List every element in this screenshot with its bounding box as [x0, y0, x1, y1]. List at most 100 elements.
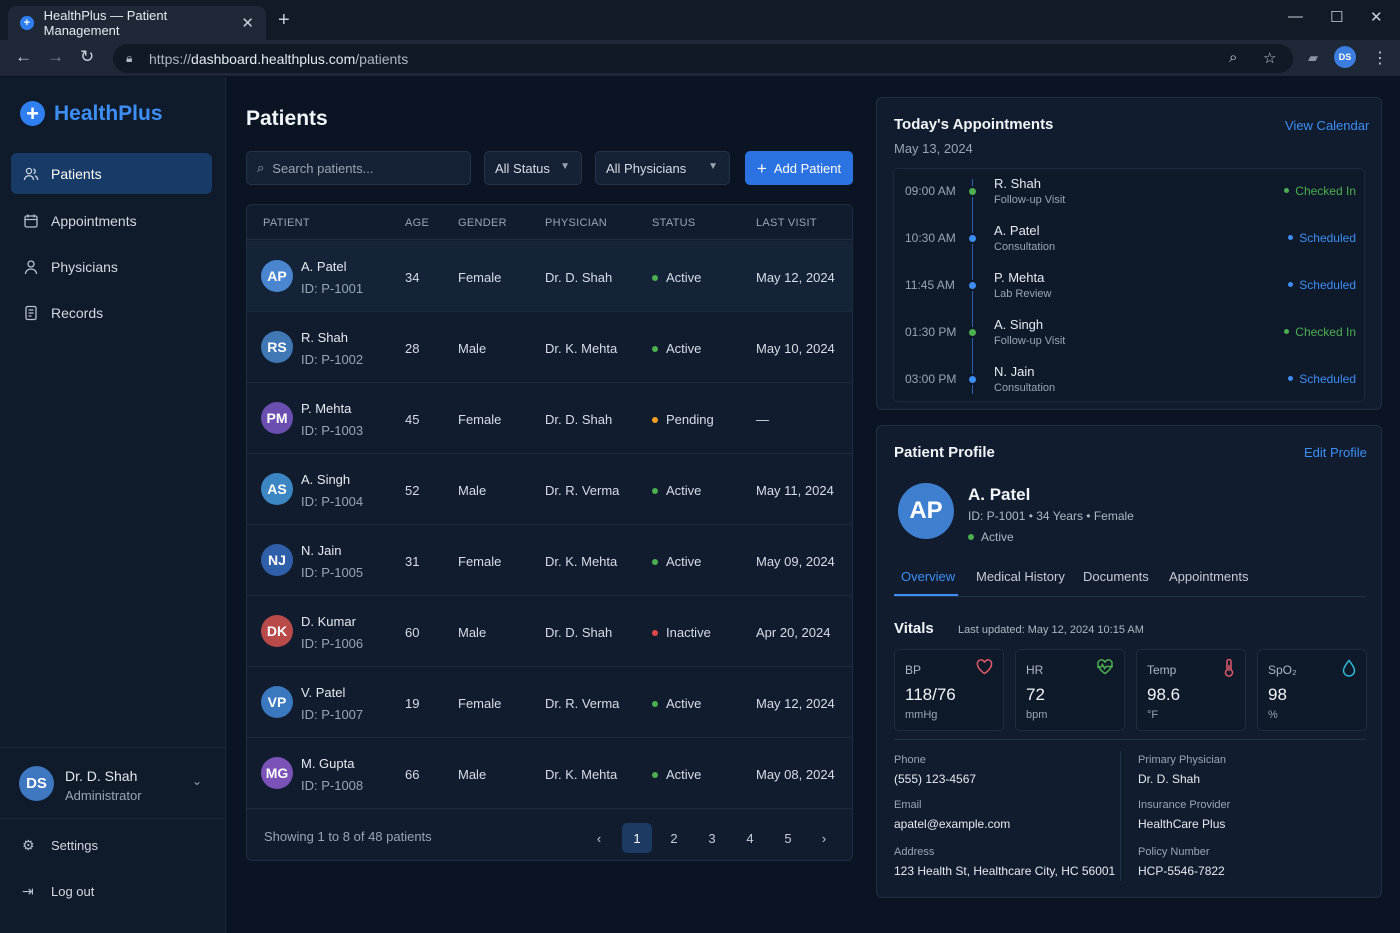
document-icon: [23, 305, 39, 321]
chevron-down-icon[interactable]: ⌄: [192, 774, 203, 788]
close-window-icon[interactable]: ✕: [1370, 9, 1383, 26]
table-row[interactable]: AP A. Patel ID: P-1001 34 Female Dr. D. Shah A…: [247, 241, 852, 312]
zoom-icon[interactable]: ⌕: [1229, 49, 1238, 66]
column-header[interactable]: PATIENT: [263, 217, 310, 229]
divider: [1120, 751, 1121, 881]
browser-tab[interactable]: + HealthPlus — Patient Management ✕: [8, 6, 266, 40]
tab-overview[interactable]: Overview: [901, 569, 956, 584]
status-badge: Scheduled: [1288, 372, 1356, 386]
table-footer: Showing 1 to 8 of 48 patients ‹ 1 2 3 4 …: [247, 809, 852, 860]
table-row[interactable]: NJ N. Jain ID: P-1005 31 Female Dr. K. Mehta A…: [247, 525, 852, 596]
table-row[interactable]: MG M. Gupta ID: P-1008 66 Male Dr. K. Mehta Ac…: [247, 738, 852, 809]
status-badge: Active: [652, 696, 701, 711]
status-dot: [968, 533, 974, 540]
user-menu[interactable]: DS Dr. D. Shah Administrator ⌄: [0, 747, 226, 819]
page-5-button[interactable]: 5: [784, 830, 792, 846]
patient-name: V. Patel: [301, 685, 346, 700]
status-text: Inactive: [666, 625, 711, 640]
appointments-card: Today's Appointments View Calendar May 1…: [876, 97, 1382, 410]
user-role: Administrator: [65, 788, 142, 803]
page-4-button[interactable]: 4: [746, 830, 754, 846]
search-placeholder: Search patients...: [272, 160, 374, 176]
page-3-button[interactable]: 3: [708, 830, 716, 846]
field-label: Primary Physician: [1138, 754, 1227, 766]
appointment-item[interactable]: 01:30 PM A. Singh Follow-up Visit Checked I…: [894, 310, 1364, 357]
column-header[interactable]: STATUS: [652, 217, 696, 229]
profile-status-text: Active: [981, 530, 1014, 544]
tab-medical-history[interactable]: Medical History: [976, 569, 1065, 584]
brand-logo[interactable]: + HealthPlus: [20, 101, 163, 126]
column-header[interactable]: AGE: [405, 217, 430, 229]
vital-unit: °F: [1147, 709, 1159, 721]
column-header[interactable]: GENDER: [458, 217, 507, 229]
prev-page-icon[interactable]: ‹: [596, 830, 602, 846]
close-tab-icon[interactable]: ✕: [241, 15, 254, 32]
url-scheme: https://: [149, 50, 192, 67]
appointment-item[interactable]: 03:00 PM N. Jain Consultation Scheduled: [894, 357, 1364, 404]
sidebar-item-records[interactable]: Records: [11, 292, 212, 333]
forward-icon[interactable]: →: [47, 47, 64, 66]
patient-id: ID: P-1005: [301, 565, 364, 580]
back-icon[interactable]: ←: [15, 47, 32, 66]
browser-menu-icon[interactable]: ⋮: [1372, 50, 1388, 67]
tab-appointments[interactable]: Appointments: [1169, 569, 1249, 584]
vital-value: 98.6: [1147, 685, 1181, 704]
view-calendar-link[interactable]: View Calendar: [1285, 118, 1370, 133]
sidebar-item-patients[interactable]: Patients: [11, 153, 212, 194]
page-2-button[interactable]: 2: [670, 830, 678, 846]
status-badge: Checked In: [1284, 184, 1356, 198]
profile-avatar[interactable]: DS: [1334, 46, 1356, 68]
appointment-type: Follow-up Visit: [994, 335, 1066, 347]
avatar: AP: [261, 260, 293, 292]
settings-link[interactable]: ⚙ Settings: [22, 837, 98, 854]
page-1-button[interactable]: 1: [622, 823, 652, 853]
status-dot: [652, 771, 658, 778]
appointments-timeline: 09:00 AM R. Shah Follow-up Visit Checked In…: [893, 168, 1365, 402]
search-input[interactable]: ⌕ Search patients...: [246, 151, 471, 185]
table-row[interactable]: VP V. Patel ID: P-1007 19 Female Dr. R. Verma…: [247, 667, 852, 738]
table-row[interactable]: AS A. Singh ID: P-1004 52 Male Dr. R. Verma Ac…: [247, 454, 852, 525]
physician-filter[interactable]: All Physicians ▼: [595, 151, 730, 185]
address-bar[interactable]: 🔒︎ https://dashboard.healthplus.com/pati…: [113, 44, 1293, 73]
sidebar-item-physicians[interactable]: Physicians: [11, 246, 212, 287]
avatar: AP: [898, 483, 954, 539]
field-label: Policy Number: [1138, 846, 1210, 858]
new-tab-icon[interactable]: +: [278, 9, 290, 31]
field-value: HCP-5546-7822: [1138, 864, 1225, 878]
patient-age: 52: [405, 483, 420, 498]
star-icon[interactable]: ☆: [1263, 50, 1277, 67]
chevron-down-icon: ▼: [560, 161, 570, 172]
tab-documents[interactable]: Documents: [1083, 569, 1149, 584]
table-row[interactable]: PM P. Mehta ID: P-1003 45 Female Dr. D. Shah P…: [247, 383, 852, 454]
field-value: apatel@example.com: [894, 817, 1011, 831]
column-header[interactable]: LAST VISIT: [756, 217, 817, 229]
sidebar-item-appointments[interactable]: Appointments: [11, 200, 212, 241]
sidebar-item-label: Physicians: [51, 258, 118, 275]
vital-card: Temp 98.6 °F: [1136, 649, 1246, 731]
appointment-item[interactable]: 10:30 AM A. Patel Consultation Scheduled: [894, 216, 1364, 263]
status-filter[interactable]: All Status ▼: [484, 151, 582, 185]
droplet-icon: [1342, 659, 1356, 682]
column-header[interactable]: PHYSICIAN: [545, 217, 607, 229]
add-patient-button[interactable]: + Add Patient: [745, 151, 853, 185]
next-page-icon[interactable]: ›: [821, 830, 827, 846]
maximize-icon[interactable]: ☐: [1330, 9, 1344, 26]
status-badge: Active: [652, 483, 701, 498]
edit-profile-link[interactable]: Edit Profile: [1304, 445, 1367, 460]
patient-name: A. Patel: [301, 259, 347, 274]
minimize-icon[interactable]: —: [1288, 8, 1303, 25]
search-icon: ⌕: [257, 160, 265, 175]
extension-icon[interactable]: ▰: [1308, 50, 1318, 65]
patient-gender: Male: [458, 767, 487, 782]
pagination-summary: Showing 1 to 8 of 48 patients: [264, 829, 432, 844]
status-badge: Scheduled: [1288, 231, 1356, 245]
logout-link[interactable]: ⇥ Log out: [22, 883, 94, 900]
last-visit: May 11, 2024: [756, 483, 834, 498]
appointment-item[interactable]: 11:45 AM P. Mehta Lab Review Scheduled: [894, 263, 1364, 310]
reload-icon[interactable]: ↻: [80, 47, 95, 66]
table-row[interactable]: RS R. Shah ID: P-1002 28 Male Dr. K. Mehta Act…: [247, 312, 852, 383]
table-row[interactable]: DK D. Kumar ID: P-1006 60 Male Dr. D. Shah Ina…: [247, 596, 852, 667]
profile-status: Active: [968, 530, 1014, 544]
status-dot: [652, 700, 658, 707]
appointment-item[interactable]: 09:00 AM R. Shah Follow-up Visit Checked In: [894, 169, 1364, 216]
